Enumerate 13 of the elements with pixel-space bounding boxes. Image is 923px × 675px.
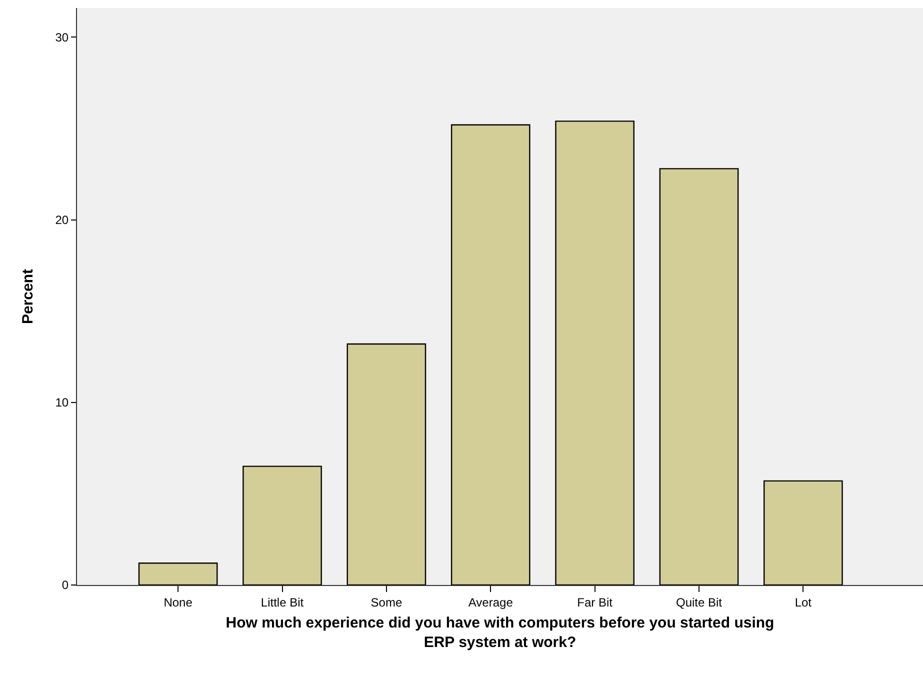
x-tick-label: Some bbox=[370, 595, 402, 610]
x-axis-title: How much experience did you have with computers before you started using ERP system at work? bbox=[226, 614, 774, 651]
y-tick-label: 10 bbox=[55, 396, 69, 410]
y-tick-label: 30 bbox=[55, 30, 69, 44]
x-tick-label: Quite Bit bbox=[676, 595, 723, 610]
x-tick-label: Average bbox=[468, 595, 514, 610]
x-tick-label: None bbox=[164, 595, 193, 610]
y-axis-title: Percent bbox=[19, 268, 36, 324]
y-tick-label: 0 bbox=[62, 578, 69, 592]
x-tick-label: Lot bbox=[794, 595, 812, 610]
x-tick-label: Far Bit bbox=[577, 595, 614, 610]
x-tick-label: Little Bit bbox=[260, 595, 304, 610]
y-tick-label: 20 bbox=[55, 213, 69, 228]
